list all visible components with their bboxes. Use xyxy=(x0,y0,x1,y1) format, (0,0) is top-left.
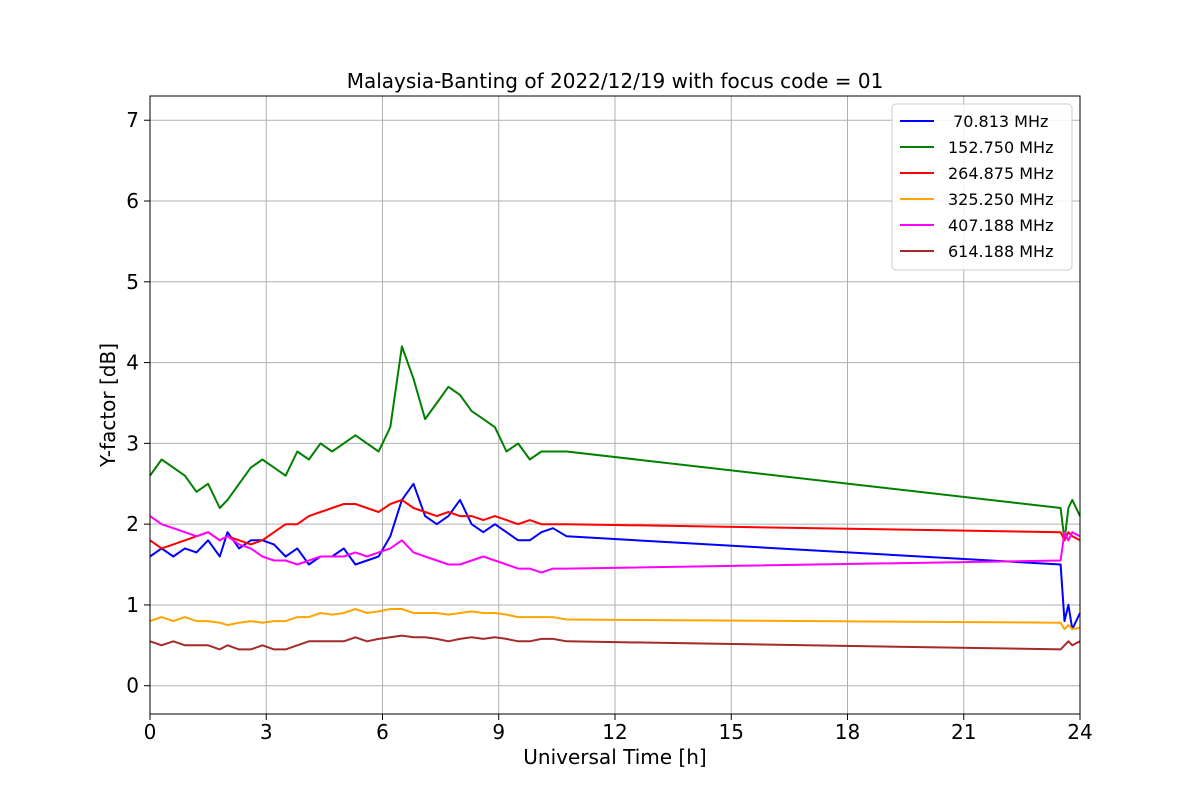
y-axis-label: Y-factor [dB] xyxy=(96,343,120,468)
y-tick-label: 7 xyxy=(126,108,139,132)
series-line-5 xyxy=(149,634,1081,651)
x-tick-label: 24 xyxy=(1067,720,1092,744)
x-tick-label: 18 xyxy=(835,720,860,744)
y-tick-label: 4 xyxy=(126,351,139,375)
x-tick-label: 15 xyxy=(719,720,744,744)
series-line-4 xyxy=(149,515,1081,574)
legend-label-1: 152.750 MHz xyxy=(948,138,1053,157)
x-tick-label: 21 xyxy=(951,720,976,744)
legend-label-5: 614.188 MHz xyxy=(948,242,1053,261)
chart-title: Malaysia-Banting of 2022/12/19 with focu… xyxy=(347,69,884,93)
legend-label-3: 325.250 MHz xyxy=(948,190,1053,209)
legend-box xyxy=(891,103,1073,271)
x-tick-label: 6 xyxy=(376,720,389,744)
y-tick-label: 1 xyxy=(126,593,139,617)
legend-label-2: 264.875 MHz xyxy=(948,164,1053,183)
series-line-1 xyxy=(149,345,1081,542)
y-tick-label: 5 xyxy=(126,270,139,294)
legend-label-0: 70.813 MHz xyxy=(948,112,1048,131)
series-layer xyxy=(149,345,1081,651)
x-tick-label: 3 xyxy=(260,720,273,744)
x-axis-label: Universal Time [h] xyxy=(523,745,706,769)
x-tick-label: 9 xyxy=(492,720,505,744)
y-tick-label: 6 xyxy=(126,189,139,213)
x-tick-label: 0 xyxy=(144,720,157,744)
legend: 70.813 MHz 152.750 MHz 264.875 MHz 325.250 … xyxy=(891,103,1073,271)
y-tick-label: 3 xyxy=(126,431,139,455)
y-tick-label: 0 xyxy=(126,674,139,698)
y-tick-label: 2 xyxy=(126,512,139,536)
x-tick-label: 12 xyxy=(602,720,627,744)
legend-label-4: 407.188 MHz xyxy=(948,216,1053,235)
series-line-3 xyxy=(149,608,1081,631)
